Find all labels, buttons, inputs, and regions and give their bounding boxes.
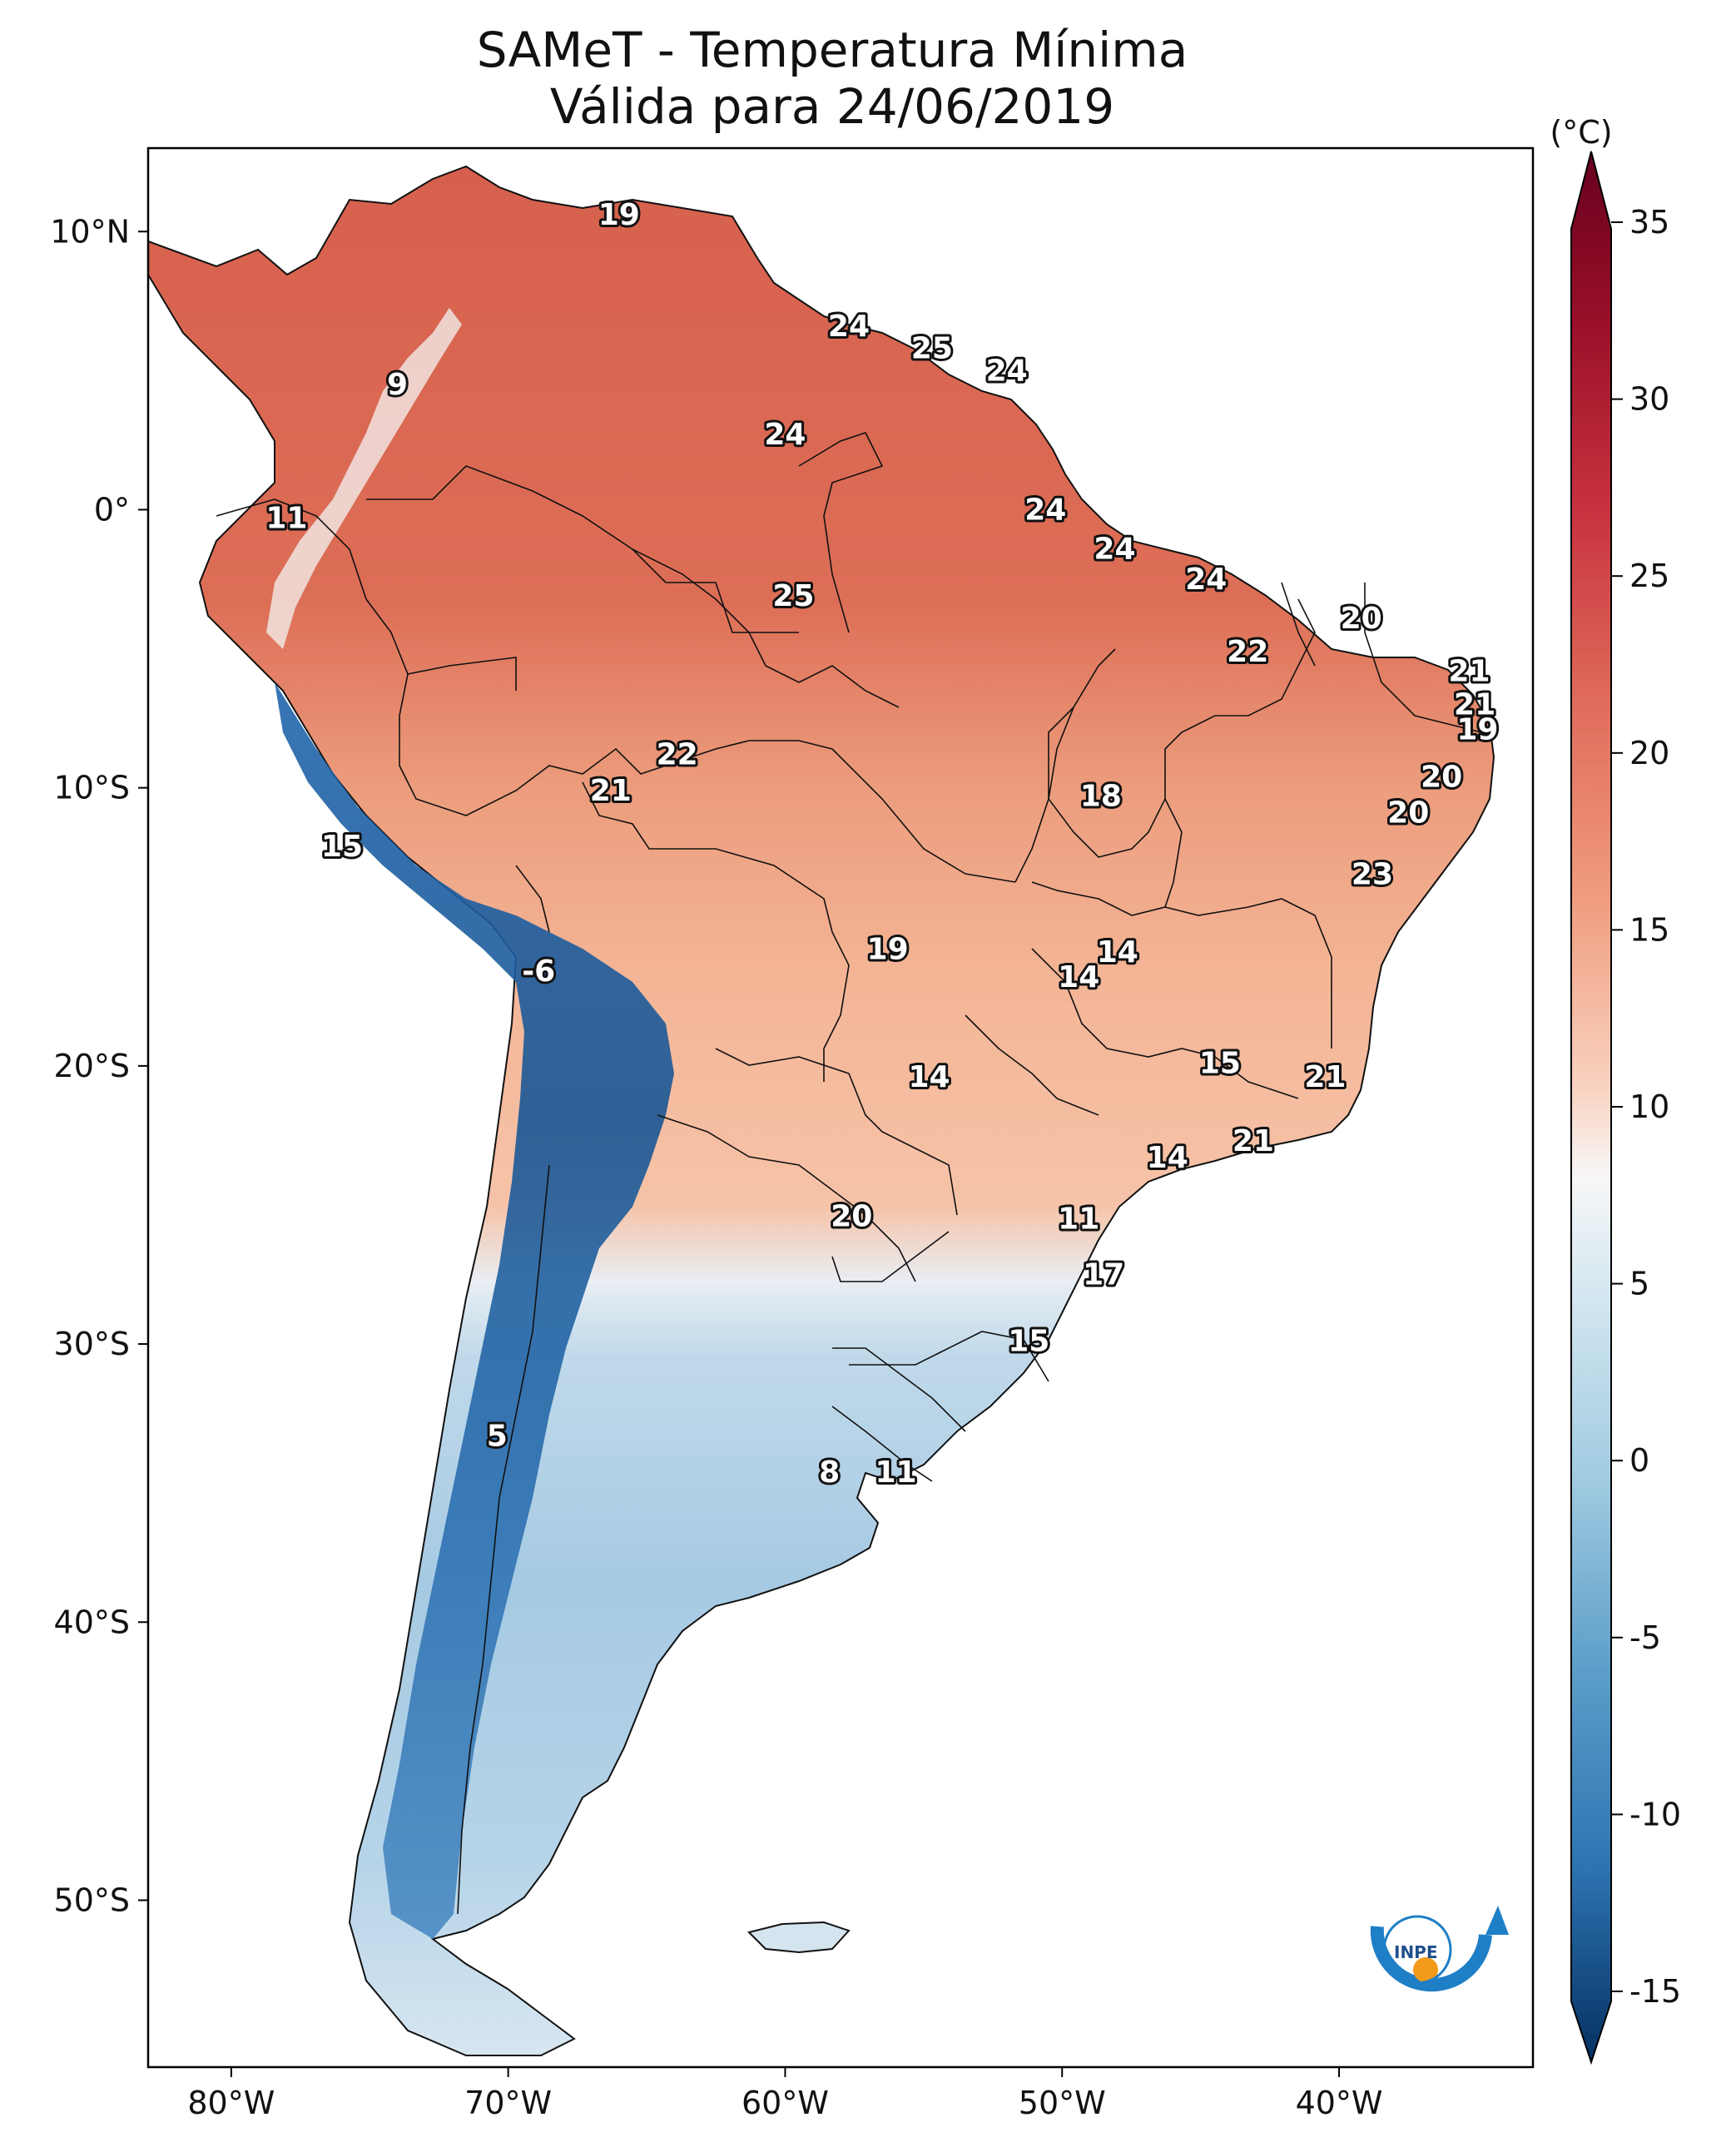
temperature-label: -6 — [522, 955, 555, 989]
lat-tick-label: 20°S — [54, 1048, 130, 1084]
falkland-islands — [747, 1921, 851, 1954]
lon-tick-label: 60°W — [742, 2085, 829, 2121]
temperature-label: 21 — [1454, 687, 1495, 721]
svg-text:INPE: INPE — [1394, 1942, 1438, 1962]
temperature-label: 19 — [867, 933, 909, 967]
temperature-label: 24 — [1094, 532, 1135, 566]
south-america-land — [148, 165, 1495, 2056]
temperature-label: 20 — [1341, 602, 1382, 636]
temperature-label: 25 — [772, 579, 814, 613]
country-borders — [216, 432, 1482, 1915]
temperature-label: 22 — [657, 738, 698, 772]
andes-cold-region — [275, 682, 674, 1939]
temperature-label: 11 — [875, 1455, 917, 1490]
temperature-label: 14 — [1147, 1141, 1188, 1175]
lat-tick-label: 50°S — [54, 1882, 130, 1918]
temperature-label: 24 — [986, 354, 1028, 388]
temperature-label: 24 — [764, 418, 806, 452]
temperature-label: 24 — [1185, 563, 1227, 597]
colorbar-tick-label: 5 — [1629, 1266, 1649, 1302]
temperature-label: 20 — [831, 1199, 872, 1233]
colorbar-tick-label: 0 — [1629, 1442, 1649, 1479]
lon-tick-label: 50°W — [1019, 2085, 1106, 2121]
lon-tick-label: 80°W — [187, 2085, 275, 2121]
temperature-label: 17 — [1083, 1258, 1124, 1292]
longitude-axis: 80°W 70°W 60°W 50°W 40°W — [187, 2067, 1383, 2121]
colorbar-bar — [1570, 151, 1612, 2065]
colorbar-tick-label: 35 — [1629, 204, 1669, 240]
colorbar-tick-label: -10 — [1629, 1796, 1681, 1832]
colorbar-tick-label: 30 — [1629, 381, 1669, 418]
temperature-label: 15 — [1199, 1047, 1241, 1081]
temperature-label: 15 — [1008, 1325, 1049, 1359]
colorbar-unit: (°C) — [1550, 114, 1612, 151]
colorbar-tick-label: 10 — [1629, 1088, 1669, 1125]
temperature-label: 21 — [1233, 1124, 1274, 1158]
colorbar-tick-label: 15 — [1629, 911, 1669, 948]
colorbar-ticks: 35 30 25 20 15 10 5 0 -5 -10 -15 — [1611, 204, 1681, 2010]
north-andes-strip — [266, 308, 462, 649]
temperature-label: 19 — [598, 198, 640, 232]
lat-tick-label: 10°S — [54, 770, 130, 806]
inpe-logo: INPE — [1370, 1906, 1509, 1992]
temperature-label: 21 — [590, 774, 632, 808]
colorbar-tick-label: 20 — [1629, 735, 1669, 771]
colorbar-tick-label: -5 — [1629, 1619, 1661, 1656]
temperature-label: 24 — [828, 310, 870, 344]
temperature-label: 11 — [1058, 1202, 1099, 1237]
temperature-label: 22 — [1227, 635, 1268, 669]
temperature-label: 20 — [1387, 796, 1429, 831]
colorbar-tick-label: -15 — [1629, 1973, 1681, 2010]
lat-tick-label: 0° — [94, 491, 130, 528]
temperature-label: 15 — [321, 830, 363, 864]
colorbar-tick-label: 25 — [1629, 558, 1669, 594]
latitude-axis: 10°N 0° 10°S 20°S 30°S 40°S 50°S — [50, 213, 148, 1918]
temperature-label: 23 — [1352, 857, 1393, 891]
lon-tick-label: 70°W — [464, 2085, 552, 2121]
temperature-label: 14 — [1097, 935, 1138, 969]
lat-tick-label: 40°S — [54, 1604, 130, 1640]
temperature-label: 20 — [1421, 760, 1462, 794]
temperature-label: 11 — [265, 501, 307, 535]
colorbar: (°C) 35 30 25 20 15 10 5 0 -5 -10 -15 — [1550, 114, 1681, 2065]
lon-tick-label: 40°W — [1296, 2085, 1383, 2121]
map-frame — [146, 146, 1535, 2069]
temperature-label: 18 — [1080, 780, 1122, 814]
temperature-label: 8 — [819, 1455, 840, 1490]
temperature-label: 9 — [387, 368, 408, 402]
lat-tick-label: 30°S — [54, 1326, 130, 1362]
temperature-label: 24 — [1024, 493, 1066, 527]
temperature-label: 5 — [487, 1419, 508, 1453]
map-subtitle: Válida para 24/06/2019 — [550, 78, 1114, 135]
temperature-label: 14 — [908, 1060, 950, 1094]
temperature-label: 21 — [1304, 1060, 1346, 1094]
map-title: SAMeT - Temperatura Mínima — [477, 22, 1188, 78]
temperature-label: 21 — [1448, 654, 1490, 688]
lat-tick-label: 10°N — [50, 213, 130, 250]
temperature-label: 14 — [1058, 960, 1099, 994]
temperature-label: 19 — [1456, 712, 1498, 746]
temperature-label: 25 — [911, 332, 953, 366]
